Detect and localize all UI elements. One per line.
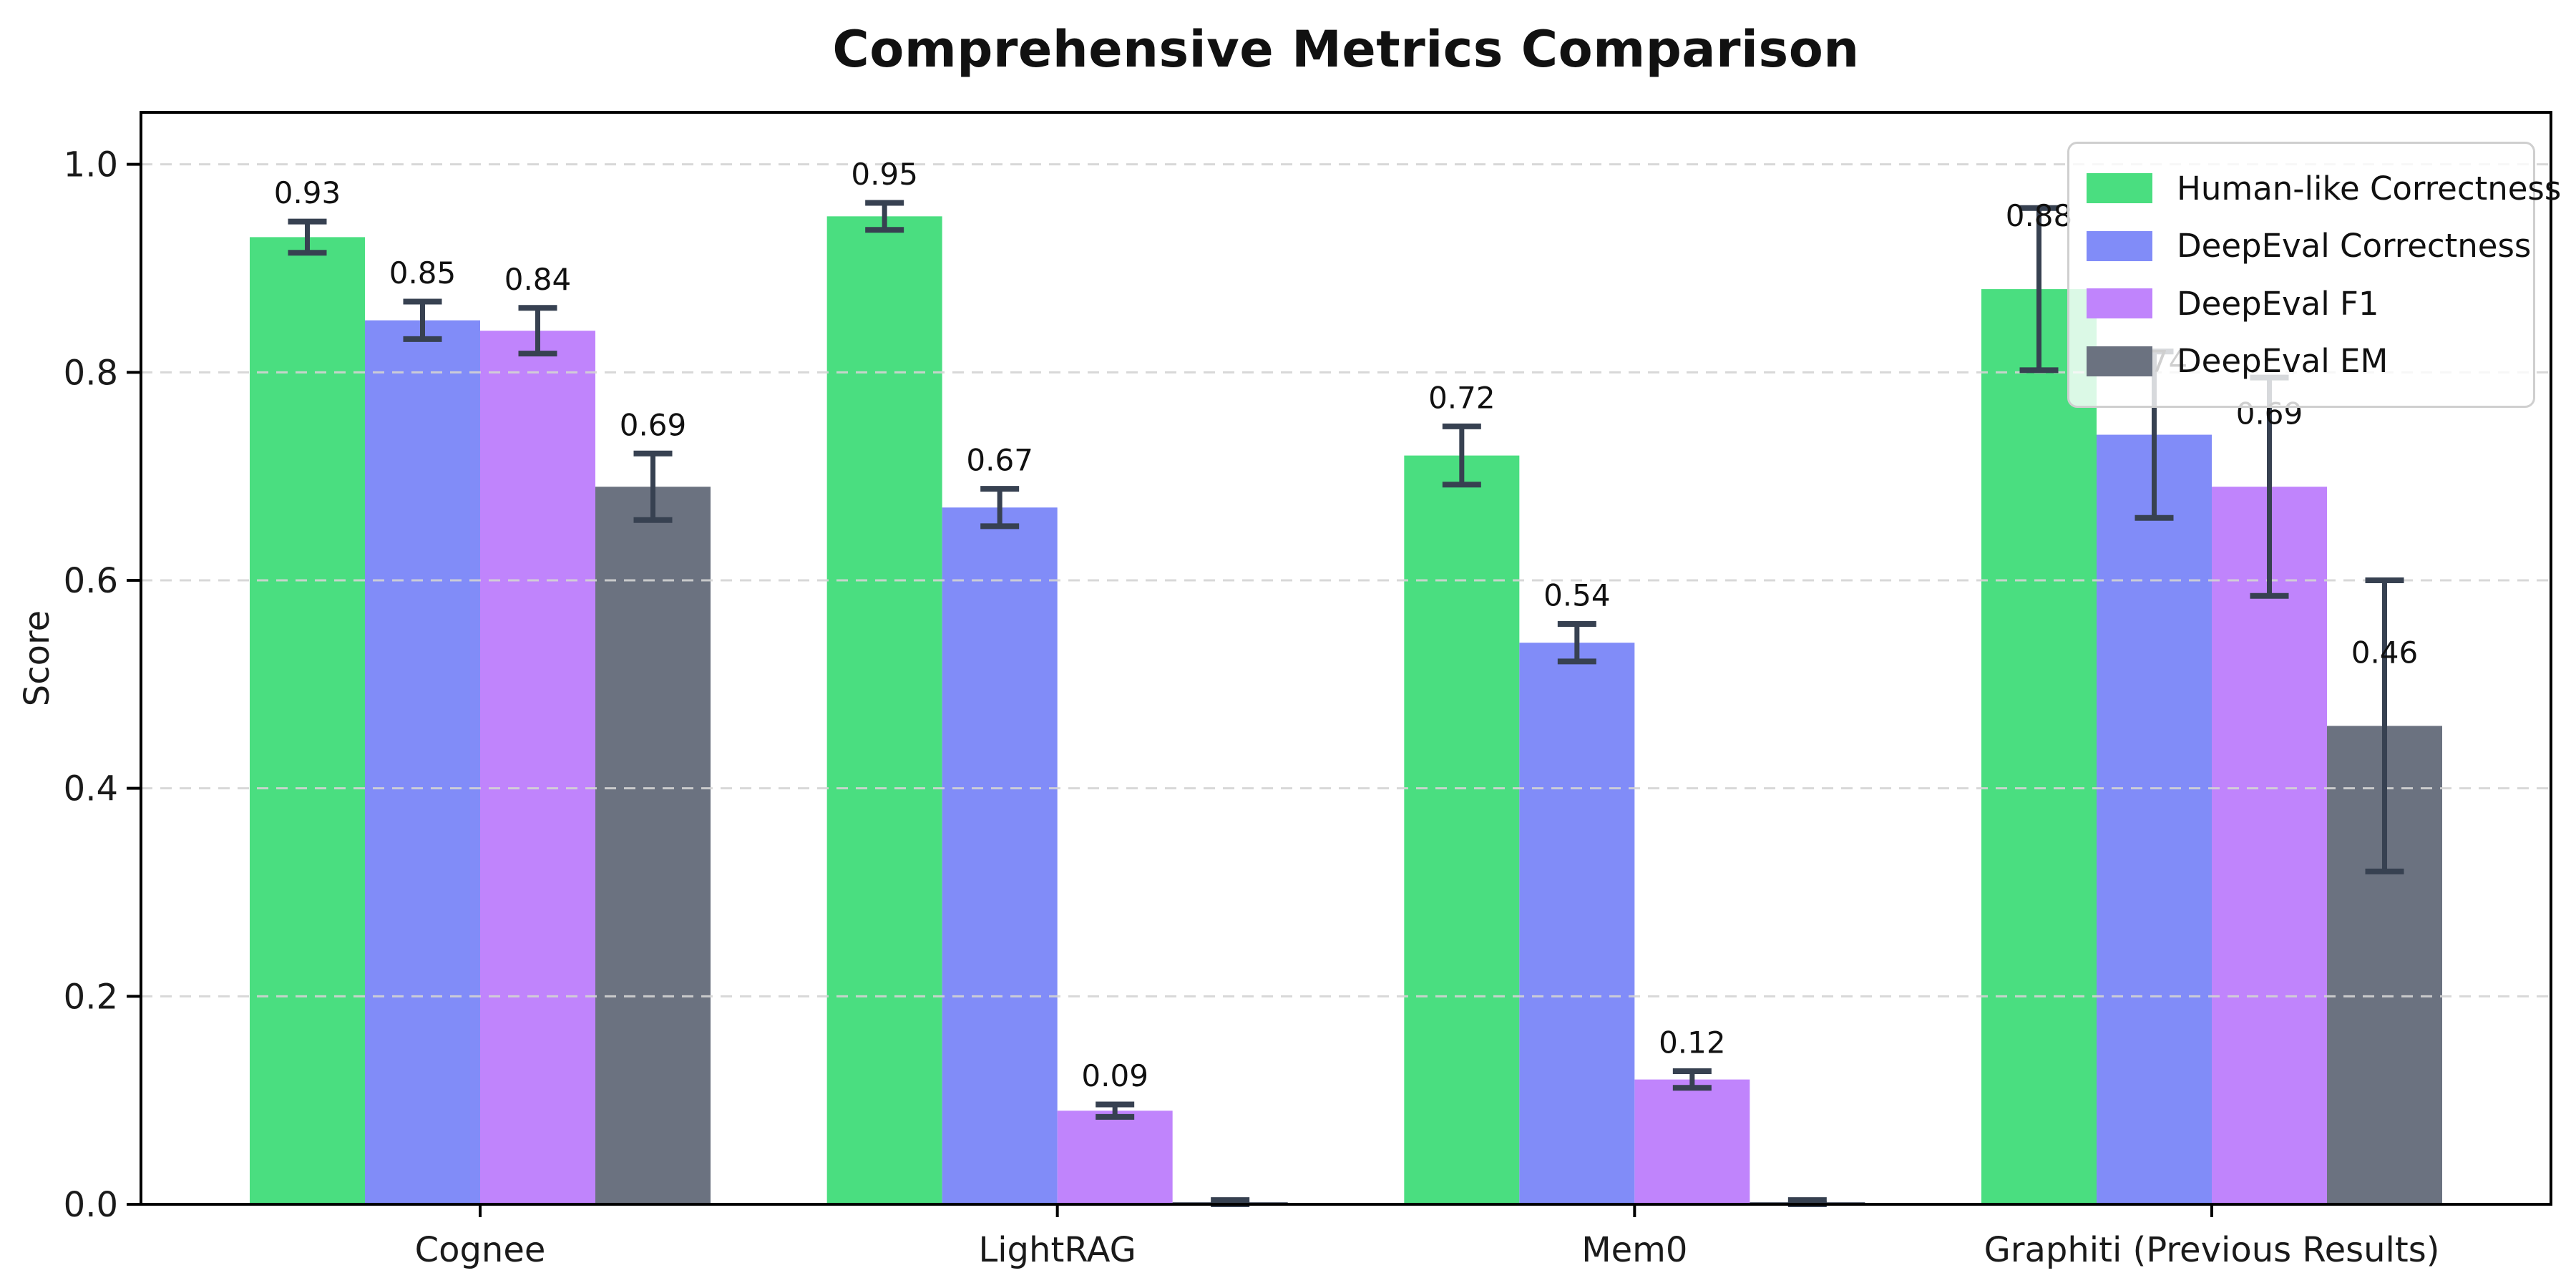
chart-title: Comprehensive Metrics Comparison: [832, 20, 1860, 79]
legend-label: DeepEval EM: [2177, 342, 2389, 381]
bar: [942, 507, 1058, 1204]
bar: [2212, 487, 2327, 1204]
bar: [365, 320, 480, 1205]
x-tick-label: Cognee: [415, 1230, 546, 1270]
bar-value-label: 0.12: [1659, 1025, 1726, 1060]
y-tick-label: 0.0: [64, 1185, 118, 1225]
legend-swatch: [2087, 288, 2152, 319]
legend-item: DeepEval EM: [2087, 342, 2523, 380]
y-tick-label: 1.0: [64, 145, 118, 185]
bar-value-label: 0.54: [1543, 578, 1611, 613]
legend-swatch: [2087, 230, 2152, 261]
bar: [595, 487, 711, 1204]
y-tick-label: 0.2: [64, 977, 118, 1017]
legend-item: DeepEval F1: [2087, 285, 2523, 323]
x-tick-label: LightRAG: [978, 1230, 1136, 1270]
x-tick-label: Graphiti (Previous Results): [1984, 1230, 2440, 1270]
legend-swatch: [2087, 173, 2152, 204]
bar: [826, 216, 942, 1204]
bar-value-label: 0.09: [1081, 1058, 1148, 1093]
legend-label: DeepEval F1: [2177, 284, 2379, 323]
y-tick-label: 0.8: [64, 353, 118, 393]
legend: Human-like Correctness DeepEval Correctne…: [2067, 142, 2561, 408]
legend-swatch: [2087, 346, 2152, 376]
y-tick-label: 0.6: [64, 561, 118, 601]
bar: [1519, 643, 1635, 1204]
bar: [1057, 1111, 1173, 1204]
bar-value-label: 0.85: [389, 255, 457, 291]
bar: [1634, 1079, 1750, 1204]
legend-item: DeepEval Correctness: [2087, 227, 2531, 265]
bar-value-label: 0.84: [504, 262, 572, 297]
bar-value-label: 0.67: [966, 443, 1033, 478]
bar: [1981, 289, 2097, 1205]
bar: [480, 331, 595, 1205]
bar-value-label: 0.69: [620, 407, 687, 442]
bar: [250, 237, 365, 1204]
legend-item: Human-like Correctness: [2087, 170, 2561, 208]
legend-label: Human-like Correctness: [2177, 169, 2562, 208]
legend-label: DeepEval Correctness: [2177, 227, 2532, 265]
bar-value-label: 0.95: [851, 157, 918, 192]
x-tick-label: Mem0: [1581, 1230, 1687, 1270]
bar: [1404, 455, 1520, 1204]
bar: [2097, 434, 2212, 1204]
bar-value-label: 0.72: [1428, 380, 1496, 415]
bar-value-label: 0.46: [2351, 635, 2419, 670]
bar-value-label: 0.88: [2006, 198, 2073, 233]
bar-value-label: 0.93: [274, 175, 341, 210]
y-tick-label: 0.4: [64, 769, 118, 809]
plot-border: [140, 111, 2552, 1206]
